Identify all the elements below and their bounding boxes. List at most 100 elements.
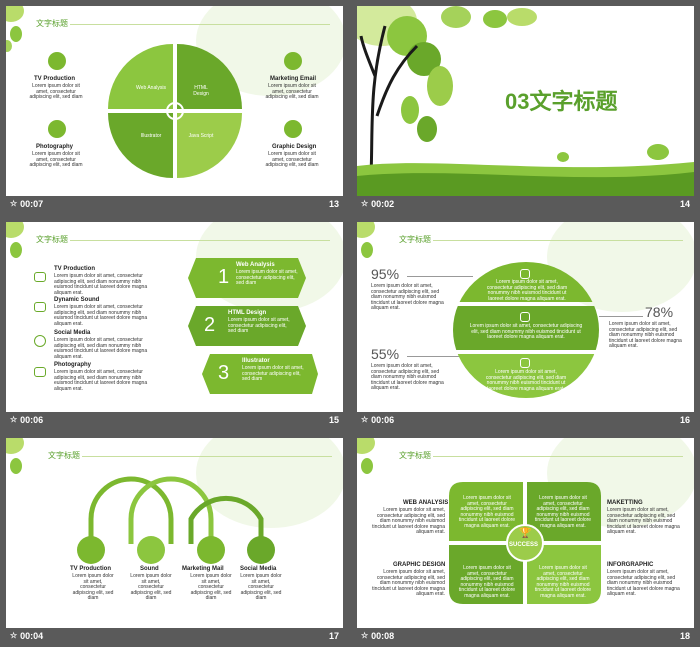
left-item-label: Photography <box>36 144 73 150</box>
thumbnail-bar: ☆ 00:08 18 <box>357 628 694 643</box>
percent-label: 95% <box>371 266 400 282</box>
slide-heading: 文字标题 <box>399 451 431 460</box>
quadrant-square <box>449 482 601 604</box>
social-icon <box>34 335 46 347</box>
thumbnail-bar: ☆ 00:02 14 <box>357 196 694 211</box>
leaf-decoration <box>6 438 24 454</box>
transition-icon: ☆ <box>361 415 369 424</box>
thumbnail-13[interactable]: 文字标题 TV Production Lorem ipsum dolor sit… <box>6 6 343 211</box>
heading-rule <box>70 24 330 25</box>
transition-icon: ☆ <box>10 631 18 640</box>
leaf-decoration <box>357 222 375 238</box>
duration: 00:04 <box>20 630 44 641</box>
tree-trunk <box>359 25 419 177</box>
duration: 00:02 <box>371 198 395 209</box>
leaf-decoration <box>361 458 373 474</box>
duration: 00:06 <box>20 414 44 425</box>
leaf-decoration <box>10 242 22 258</box>
slide-preview: 文字标题 TV Production Lorem ipsum dolor sit… <box>6 6 343 196</box>
item-text: Lorem ipsum dolor sit amet, consectetur … <box>54 304 148 327</box>
item-text: Lorem ipsum dolor sit amet, consectetur … <box>265 151 319 168</box>
slide-number: 15 <box>328 414 339 425</box>
thumbnail-17[interactable]: 文字标题 TV Production Lorem ipsum dolor sit… <box>6 438 343 643</box>
corner-text: Lorem ipsum dolor sit amet, consectetur … <box>372 507 445 535</box>
corner-text: Lorem ipsum dolor sit amet, consectetur … <box>607 507 680 535</box>
leader-line <box>599 316 643 317</box>
corner-label: MAKETTING <box>607 500 643 506</box>
duration: 00:08 <box>371 630 395 641</box>
database-icon <box>520 269 530 279</box>
percent-text: Lorem ipsum dolor sit amet, consectetur … <box>371 283 444 311</box>
quad-text: Lorem ipsum dolor sit amet, consectetur … <box>534 495 592 529</box>
tv-icon <box>34 272 46 282</box>
sound-icon <box>34 302 46 312</box>
trophy-icon: 🏆 <box>519 528 532 539</box>
step-text: Lorem ipsum dolor sit amet, consectetur … <box>236 269 298 286</box>
leaf-decoration <box>401 96 419 124</box>
slide-preview: 文字标题 95% Lorem ipsum dolor sit amet, con… <box>357 222 694 412</box>
thumbnail-16[interactable]: 文字标题 95% Lorem ipsum dolor sit amet, con… <box>357 222 694 427</box>
slide-preview: 文字标题 🏆 SUCCESS Lorem ipsum dolor sit ame… <box>357 438 694 628</box>
item-label: Dynamic Sound <box>54 297 100 303</box>
slide-preview: 03文字标题 <box>357 6 694 196</box>
camera-icon <box>34 367 46 377</box>
sliced-circle <box>453 262 599 398</box>
item-label: Photography <box>54 362 91 368</box>
leaf-decoration <box>507 8 537 26</box>
mail-icon <box>284 52 302 70</box>
step-number: 2 <box>204 314 216 336</box>
duration: 00:07 <box>20 198 44 209</box>
item-text: Lorem ipsum dolor sit amet, consectetur … <box>29 83 83 100</box>
slice-text: Lorem ipsum dolor sit amet, consectetur … <box>485 369 567 392</box>
heading-rule <box>82 456 332 457</box>
item-text: Lorem ipsum dolor sit amet, consectetur … <box>54 337 148 360</box>
step-text: Lorem ipsum dolor sit amet, consectetur … <box>242 365 304 382</box>
slide-heading: 文字标题 <box>36 235 68 244</box>
thumbnail-15[interactable]: 文字标题 TV Production Lorem ipsum dolor sit… <box>6 222 343 427</box>
heading-rule <box>70 240 330 241</box>
arc-label: Sound <box>140 566 159 572</box>
leaf-decoration <box>10 458 22 474</box>
thumbnail-14[interactable]: 03文字标题 ☆ 00:02 14 <box>357 6 694 211</box>
leaf-decoration <box>6 6 24 22</box>
item-label: Social Media <box>54 330 91 336</box>
arc-text: Lorem ipsum dolor sit amet, consectetur … <box>240 573 282 601</box>
leaf-decoration <box>483 10 507 28</box>
bush-icon <box>557 152 569 162</box>
ground-wave <box>357 162 694 196</box>
arc-chain <box>77 476 275 564</box>
thumbnail-18[interactable]: 文字标题 🏆 SUCCESS Lorem ipsum dolor sit ame… <box>357 438 694 643</box>
heading-rule <box>433 240 683 241</box>
quadrant-label: Java Script <box>188 133 214 139</box>
leaf-decoration <box>10 26 22 42</box>
duration: 00:06 <box>371 414 395 425</box>
step-number: 1 <box>218 266 230 288</box>
transition-icon: ☆ <box>10 415 18 424</box>
leaf-decoration <box>196 438 343 528</box>
right-item-label: Marketing Email <box>270 76 317 82</box>
slide-number: 14 <box>679 198 690 209</box>
arc-label: Marketing Mail <box>182 566 224 572</box>
item-text: Lorem ipsum dolor sit amet, consectetur … <box>29 151 83 168</box>
heading-rule <box>433 456 683 457</box>
quad-text: Lorem ipsum dolor sit amet, consectetur … <box>458 565 516 599</box>
center-label: SUCCESS <box>509 542 539 548</box>
transition-icon: ☆ <box>10 199 18 208</box>
bush-icon <box>647 144 669 160</box>
leaf-decoration <box>427 66 453 106</box>
percent-label: 78% <box>645 304 674 320</box>
arc-text: Lorem ipsum dolor sit amet, consectetur … <box>72 573 114 601</box>
thumbnail-bar: ☆ 00:04 17 <box>6 628 343 643</box>
corner-text: Lorem ipsum dolor sit amet, consectetur … <box>372 569 445 597</box>
slide-title: 03文字标题 <box>505 89 618 114</box>
slide-number: 18 <box>679 630 690 641</box>
slice-text: Lorem ipsum dolor sit amet, consectetur … <box>469 323 583 340</box>
arc-label: TV Production <box>70 566 111 572</box>
leaf-decoration <box>357 438 375 454</box>
tv-icon <box>48 52 66 70</box>
step-number: 3 <box>218 362 230 384</box>
step-title: Web Analysis <box>236 262 275 268</box>
item-text: Lorem ipsum dolor sit amet, consectetur … <box>54 369 148 392</box>
quadrant-label: HTML Design <box>193 85 209 97</box>
item-text: Lorem ipsum dolor sit amet, consectetur … <box>54 273 148 296</box>
